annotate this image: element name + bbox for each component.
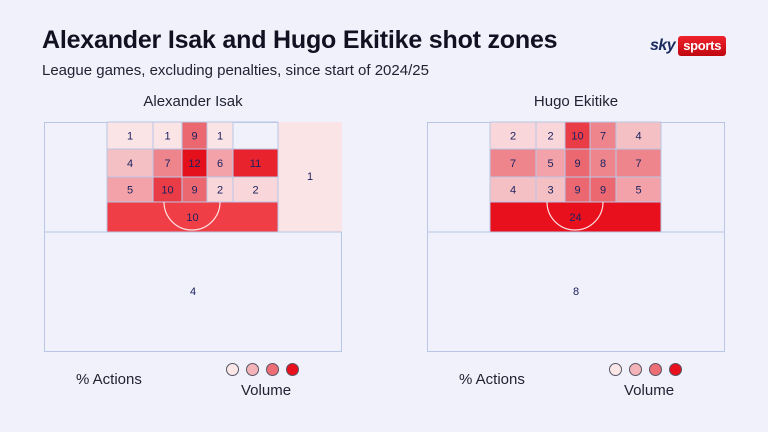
legend-dot-4 bbox=[669, 363, 682, 376]
penalty-arc bbox=[163, 201, 221, 231]
zone-six-yard-box-5 bbox=[616, 122, 661, 149]
penalty-arc bbox=[546, 201, 604, 231]
zone-value-penalty-area-row3-2: 3 bbox=[547, 185, 553, 197]
zone-value-penalty-area-row3-4: 2 bbox=[217, 185, 223, 197]
zone-value-penalty-area-row2-3: 12 bbox=[188, 158, 200, 170]
zone-value-six-yard-box-2: 2 bbox=[547, 131, 553, 143]
zone-value-six-yard-box-4: 1 bbox=[217, 131, 223, 143]
zone-value-penalty-area-row2-5: 7 bbox=[635, 158, 641, 170]
zone-six-yard-box-3 bbox=[565, 122, 590, 149]
zone-value-penalty-area-row2-2: 5 bbox=[547, 158, 553, 170]
player-name-isak: Alexander Isak bbox=[143, 93, 243, 110]
zone-value-six-yard-box-4: 7 bbox=[600, 131, 606, 143]
legend-dot-4 bbox=[286, 363, 299, 376]
chart-subtitle: League games, excluding penalties, since… bbox=[42, 62, 429, 79]
zone-six-yard-box-2 bbox=[153, 122, 182, 149]
zone-penalty-area-row3-1 bbox=[490, 177, 536, 202]
zone-value-penalty-area-row3-3: 9 bbox=[574, 185, 580, 197]
zone-value-penalty-area-row3-2: 10 bbox=[161, 185, 173, 197]
zone-penalty-area-row3-4 bbox=[207, 177, 233, 202]
legend-dot-2 bbox=[246, 363, 259, 376]
player-name-ekitike: Hugo Ekitike bbox=[533, 93, 619, 110]
legend-volume-label-isak: Volume bbox=[241, 382, 292, 399]
zone-value-six-yard-box-5: 4 bbox=[635, 131, 641, 143]
zone-value-penalty-area-row2-1: 7 bbox=[510, 158, 516, 170]
zone-penalty-area-row2-4 bbox=[590, 149, 616, 177]
shot-zone-pitch-ekitike: 2 2 10 7 4 7 5 9 8 7 4 3 9 9 5 24 8 bbox=[427, 121, 725, 352]
zone-penalty-area-row3-2 bbox=[536, 177, 565, 202]
zone-value-penalty-area-row2-2: 7 bbox=[164, 158, 170, 170]
zone-penalty-area-row3-2 bbox=[153, 177, 182, 202]
zone-penalty-area-row2-1 bbox=[107, 149, 153, 177]
legend-actions-label-ekitike: % Actions bbox=[459, 371, 525, 388]
zone-value-edge-of-box: 24 bbox=[569, 212, 581, 224]
zone-value-six-yard-box-1: 1 bbox=[127, 131, 133, 143]
legend-volume-scale-ekitike bbox=[609, 363, 682, 376]
zone-value-penalty-area-row2-5: 11 bbox=[250, 158, 261, 170]
zone-value-edge-of-box: 10 bbox=[186, 212, 198, 224]
zone-six-yard-box-3 bbox=[182, 122, 207, 149]
zone-value-penalty-area-row2-3: 9 bbox=[574, 158, 580, 170]
zone-penalty-area-row2-4 bbox=[207, 149, 233, 177]
zone-penalty-area-row2-2 bbox=[153, 149, 182, 177]
zone-value-penalty-area-row3-5: 5 bbox=[635, 185, 641, 197]
zone-value-six-yard-box-1: 2 bbox=[510, 131, 516, 143]
zone-six-yard-box-1 bbox=[490, 122, 536, 149]
zone-penalty-area-row3-5 bbox=[233, 177, 278, 202]
zone-six-yard-box-4 bbox=[590, 122, 616, 149]
zone-value-six-yard-box-3: 9 bbox=[191, 131, 197, 143]
logo-sky-text: sky bbox=[650, 37, 676, 54]
zone-penalty-area-row2-1 bbox=[490, 149, 536, 177]
legend-dot-2 bbox=[629, 363, 642, 376]
sky-sports-logo: sky sports bbox=[650, 36, 727, 56]
zone-value-penalty-area-row3-1: 5 bbox=[127, 185, 133, 197]
zone-penalty-area-row2-3 bbox=[565, 149, 590, 177]
zone-value-penalty-area-row2-1: 4 bbox=[127, 158, 133, 170]
zone-six-yard-box-2 bbox=[536, 122, 565, 149]
zone-penalty-area-row3-5 bbox=[616, 177, 661, 202]
zone-value-penalty-area-row3-1: 4 bbox=[510, 185, 516, 197]
zone-penalty-area-row2-5 bbox=[233, 149, 278, 177]
zone-penalty-area-row2-3 bbox=[182, 149, 207, 177]
zone-penalty-area-row3-1 bbox=[107, 177, 153, 202]
zone-edge-of-box bbox=[107, 202, 278, 232]
zone-penalty-area-row3-3 bbox=[565, 177, 590, 202]
zone-six-yard-box-4 bbox=[207, 122, 233, 149]
chart-title: Alexander Isak and Hugo Ekitike shot zon… bbox=[42, 26, 558, 54]
zone-value-penalty-area-row2-4: 6 bbox=[217, 158, 223, 170]
zone-edge-of-box bbox=[490, 202, 661, 232]
zone-value-outside-box: 8 bbox=[573, 286, 579, 298]
zone-value-penalty-area-row3-4: 9 bbox=[600, 185, 606, 197]
zone-value-penalty-area-row3-3: 9 bbox=[191, 185, 197, 197]
legend-volume-label-ekitike: Volume bbox=[624, 382, 675, 399]
logo-sports-text: sports bbox=[678, 36, 727, 56]
zone-value-penalty-area-row2-4: 8 bbox=[600, 158, 606, 170]
legend-dot-3 bbox=[266, 363, 279, 376]
zone-value-right-wide: 1 bbox=[307, 171, 313, 183]
legend-dot-1 bbox=[226, 363, 239, 376]
zone-six-yard-box-1 bbox=[107, 122, 153, 149]
zone-value-penalty-area-row3-5: 2 bbox=[252, 185, 258, 197]
zone-penalty-area-row2-2 bbox=[536, 149, 565, 177]
zone-value-outside-box: 4 bbox=[190, 286, 196, 298]
zone-penalty-area-row3-3 bbox=[182, 177, 207, 202]
zone-value-six-yard-box-3: 10 bbox=[571, 131, 583, 143]
zone-penalty-area-row3-4 bbox=[590, 177, 616, 202]
legend-actions-label-isak: % Actions bbox=[76, 371, 142, 388]
legend-dot-3 bbox=[649, 363, 662, 376]
zone-penalty-area-row2-5 bbox=[616, 149, 661, 177]
legend-volume-scale-isak bbox=[226, 363, 299, 376]
legend-dot-1 bbox=[609, 363, 622, 376]
zone-right-wide bbox=[278, 122, 342, 232]
zone-value-six-yard-box-2: 1 bbox=[164, 131, 170, 143]
